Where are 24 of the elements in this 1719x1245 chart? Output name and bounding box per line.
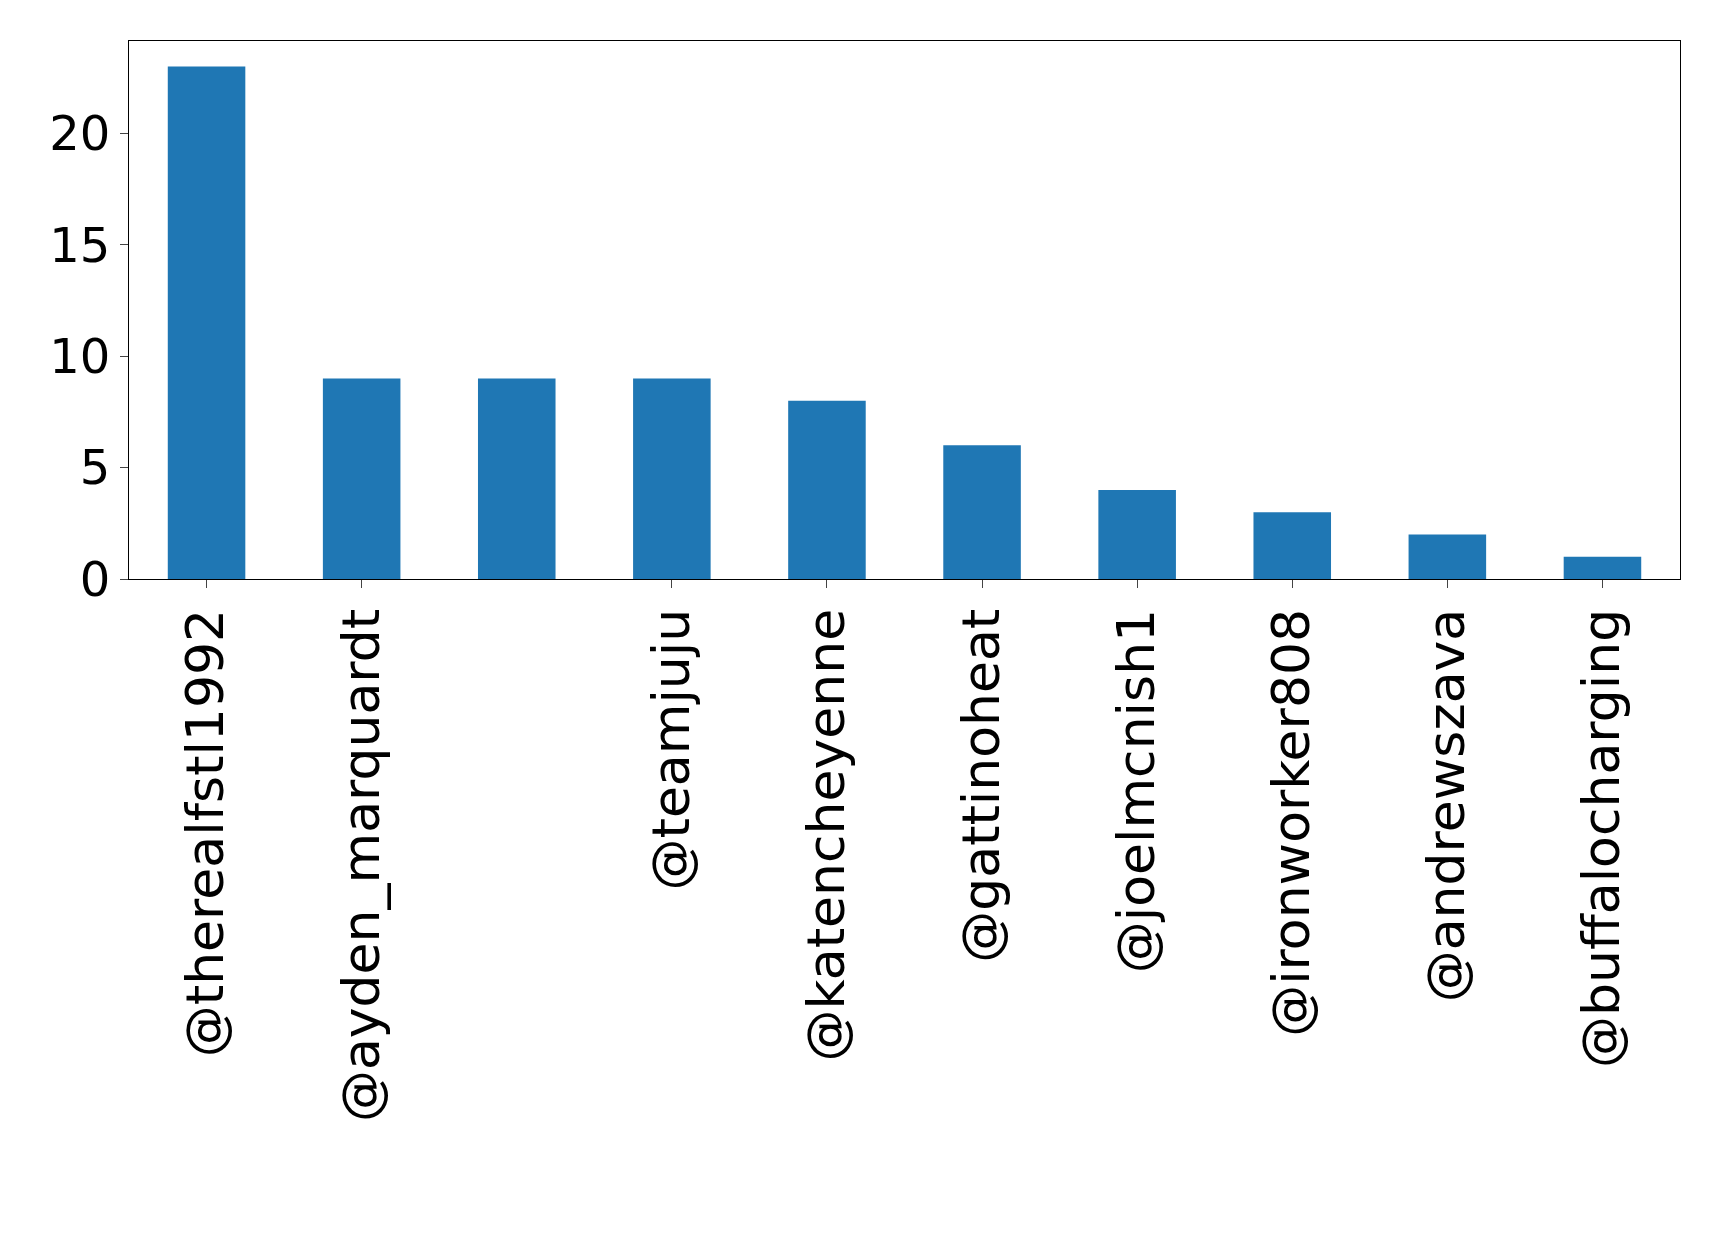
y-tick-label: 0 — [79, 550, 111, 607]
bar — [788, 400, 866, 579]
bar — [633, 378, 711, 579]
bar — [167, 66, 246, 579]
bar — [1408, 534, 1487, 579]
x-tick-label: @joelmcnish1 — [1106, 608, 1167, 974]
bar — [477, 378, 556, 579]
bar — [943, 445, 1021, 579]
bar — [322, 378, 401, 579]
x-tick-label: @ironworker808 — [1261, 608, 1322, 1037]
y-tick-label: 20 — [49, 105, 111, 162]
y-tick-label: 5 — [79, 439, 111, 496]
y-tick-label: 10 — [49, 328, 111, 385]
x-tick-label: @gattinoheat — [950, 608, 1011, 963]
bar — [1563, 556, 1642, 579]
x-tick-label: @ayden_marquardt — [330, 608, 391, 1123]
x-tick-label: @buffalocharging — [1571, 608, 1632, 1069]
x-tick-label: @teamjuju — [640, 608, 701, 891]
bar — [1253, 512, 1332, 579]
x-tick-label: @therealfstl1992 — [175, 608, 236, 1058]
y-tick-label: 15 — [49, 216, 111, 273]
x-tick-label: @katencheyenne — [795, 608, 856, 1062]
x-tick-label: @andrewszava — [1416, 608, 1477, 1003]
bar — [1098, 489, 1176, 579]
